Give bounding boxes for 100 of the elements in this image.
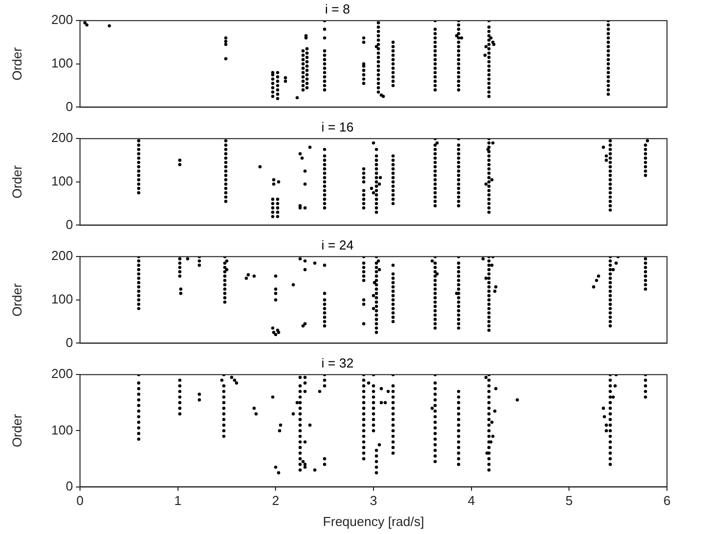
point (484, 276, 488, 280)
x-tick-label: 1 (174, 493, 182, 508)
point (487, 64, 491, 68)
point (484, 182, 488, 186)
point (487, 298, 491, 302)
point (391, 176, 395, 180)
point (374, 167, 378, 171)
point (370, 186, 374, 190)
point (391, 285, 395, 289)
point (434, 292, 437, 296)
point (491, 434, 494, 438)
point (271, 326, 274, 330)
point (137, 280, 140, 284)
point (224, 156, 228, 160)
point (224, 57, 228, 60)
point (376, 30, 380, 34)
point (608, 290, 612, 293)
point (376, 51, 380, 55)
point (434, 261, 437, 265)
point (258, 165, 262, 168)
point (362, 167, 366, 171)
point (434, 278, 437, 282)
point (225, 259, 228, 263)
point (487, 390, 491, 394)
point (391, 172, 395, 175)
point (362, 198, 366, 201)
point (137, 156, 140, 160)
point (179, 292, 182, 296)
point (434, 283, 437, 286)
x-tick-label: 6 (663, 493, 671, 508)
point (271, 70, 274, 74)
point (457, 70, 460, 74)
point (608, 306, 612, 310)
point (391, 158, 395, 162)
point (487, 311, 491, 314)
point (487, 401, 491, 404)
point (322, 202, 326, 206)
point (457, 309, 460, 312)
point (596, 274, 600, 278)
point (272, 178, 276, 182)
point (391, 316, 395, 319)
point (487, 73, 491, 76)
point (374, 198, 378, 201)
point (178, 406, 182, 410)
point (322, 306, 326, 310)
point (487, 90, 491, 94)
point (301, 460, 305, 464)
point (284, 76, 288, 80)
point (137, 165, 140, 168)
point (298, 395, 302, 399)
point (434, 420, 437, 424)
point (276, 84, 280, 88)
point (224, 195, 228, 199)
point (271, 90, 274, 94)
point (435, 141, 439, 145)
point (391, 80, 395, 83)
point (606, 75, 610, 78)
point (274, 292, 278, 296)
point (493, 409, 496, 413)
point (376, 21, 380, 24)
point (322, 49, 326, 53)
point (487, 462, 491, 466)
point (434, 460, 437, 464)
point (487, 264, 491, 267)
point (608, 285, 612, 289)
point (457, 318, 460, 321)
point (274, 332, 278, 336)
point (487, 290, 491, 293)
point (301, 66, 305, 70)
point (296, 401, 299, 404)
point (376, 86, 380, 90)
point (271, 82, 274, 85)
x-tick-label: 2 (272, 493, 280, 508)
point (271, 202, 274, 206)
point (391, 75, 395, 78)
point (362, 40, 366, 44)
point (322, 292, 326, 296)
point (278, 429, 282, 432)
point (487, 188, 491, 192)
point (391, 167, 395, 171)
point (372, 401, 376, 404)
point (487, 395, 491, 399)
point (608, 390, 612, 394)
y-tick-label: 0 (66, 478, 73, 494)
point (434, 204, 437, 208)
y-axis-title: Order (9, 413, 24, 448)
point (644, 261, 648, 265)
point (644, 266, 648, 270)
point (644, 270, 648, 274)
point (487, 418, 491, 422)
point (606, 54, 610, 57)
point (457, 152, 460, 156)
point (457, 313, 460, 317)
point (374, 460, 378, 464)
point (223, 296, 226, 300)
point (606, 80, 610, 83)
point (224, 186, 228, 190)
point (606, 23, 610, 27)
point (230, 376, 234, 380)
point (457, 49, 460, 53)
